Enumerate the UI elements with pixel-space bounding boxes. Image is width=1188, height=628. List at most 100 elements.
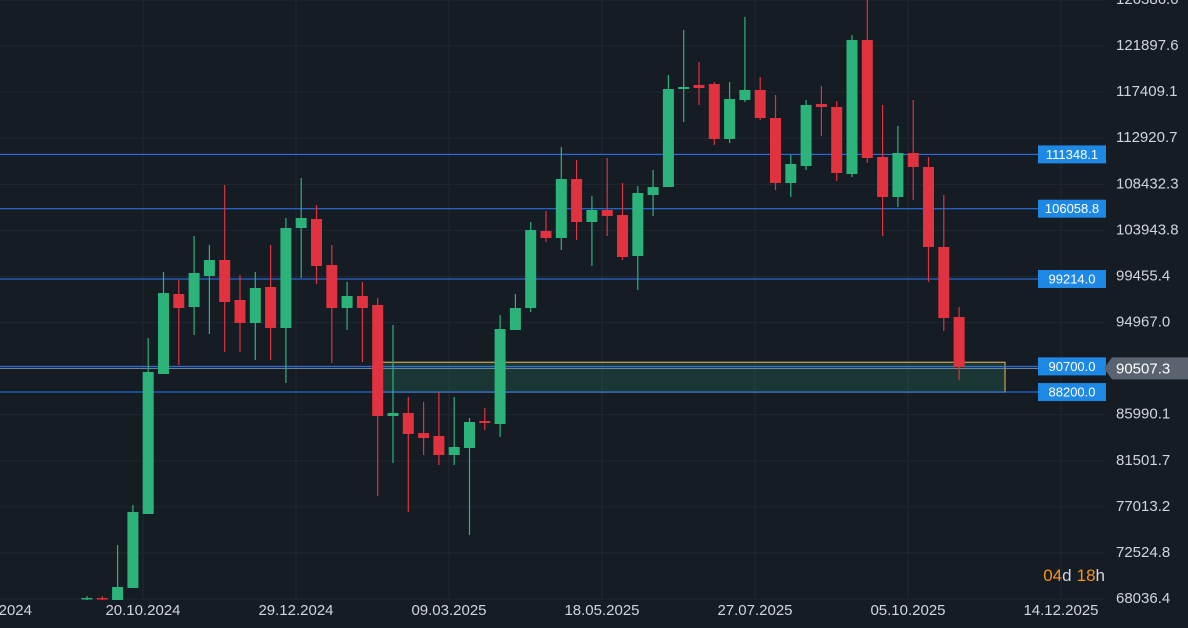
x-tick-label: 29.12.2024 — [258, 602, 333, 619]
candle-body — [112, 587, 124, 600]
candle-body — [525, 230, 537, 308]
candle-body — [479, 420, 491, 423]
candle-body — [448, 447, 460, 455]
candle-body — [846, 40, 858, 175]
candle-body — [249, 287, 261, 323]
y-tick-label: 81501.7 — [1116, 452, 1170, 469]
y-tick-label: 99455.4 — [1116, 267, 1170, 284]
candle-body — [494, 329, 506, 425]
candle-body — [571, 179, 583, 223]
grid — [0, 0, 1105, 600]
y-tick-label: 85990.1 — [1116, 406, 1170, 423]
x-tick-label: 14.12.2025 — [1023, 602, 1098, 619]
candle-body — [158, 292, 169, 375]
candle-body — [785, 164, 797, 183]
level-label: 99214.0 — [1049, 271, 1096, 286]
candle-body — [907, 152, 919, 168]
candle-body — [800, 105, 812, 166]
candle-body — [923, 167, 934, 248]
candle-body — [770, 117, 781, 183]
y-tick-label: 126386.0 — [1116, 0, 1179, 8]
level-label-box — [1038, 357, 1106, 376]
x-tick-label: 2024 — [0, 602, 32, 619]
candle-body — [188, 272, 200, 308]
candle-body — [831, 107, 843, 173]
candle-body — [311, 219, 322, 266]
candle-body — [877, 157, 889, 198]
candle-body — [708, 84, 720, 140]
candle-body — [326, 265, 338, 308]
y-tick-label: 77013.2 — [1116, 498, 1170, 515]
candle-body — [815, 104, 827, 108]
candle-body — [341, 295, 353, 308]
candle-body — [662, 89, 674, 188]
timer-part: 18 — [1077, 566, 1096, 585]
candle-body — [938, 247, 950, 318]
candle-body — [464, 422, 475, 448]
level-label: 88200.0 — [1049, 384, 1096, 399]
y-tick-label: 68036.4 — [1116, 590, 1170, 607]
level-label: 111348.1 — [1046, 147, 1098, 162]
candle-body — [647, 187, 659, 195]
level-label: 90700.0 — [1049, 359, 1096, 374]
candle-body — [219, 260, 231, 303]
candle-body — [81, 597, 93, 600]
last-price-box — [1104, 357, 1188, 380]
x-tick-label: 20.10.2024 — [105, 602, 180, 619]
candle-body — [142, 372, 154, 515]
candle-body — [632, 192, 644, 256]
y-tick-label: 117409.1 — [1116, 83, 1177, 100]
candle-body — [387, 412, 399, 416]
timer-part: d — [1062, 566, 1071, 585]
levels — [0, 153, 1105, 393]
x-tick-label: 18.05.2025 — [564, 602, 639, 619]
candle-body — [173, 294, 185, 308]
level-label-box — [1038, 199, 1106, 218]
candle-body — [586, 210, 598, 223]
timer-part: h — [1096, 566, 1105, 585]
candle-body — [265, 287, 277, 328]
candle-body — [295, 217, 307, 228]
y-tick-label: 108432.3 — [1116, 175, 1179, 192]
timer-part: 04 — [1043, 566, 1062, 585]
candle-body — [555, 179, 567, 238]
y-tick-label: 94967.0 — [1116, 314, 1170, 331]
level-label-box — [1038, 269, 1106, 288]
candle-body — [892, 152, 904, 198]
candle-body — [280, 227, 292, 328]
candle-body — [540, 230, 552, 238]
candle-body — [739, 90, 751, 100]
candle-body — [96, 597, 108, 600]
candles — [81, 0, 965, 600]
level-label-box — [1038, 145, 1106, 164]
candle-body — [433, 435, 445, 455]
candle-body — [601, 210, 613, 216]
candle-body — [402, 412, 414, 435]
level-label: 106058.8 — [1045, 201, 1099, 216]
candle-body — [509, 307, 521, 330]
candle-body — [203, 260, 215, 276]
candle-body — [372, 305, 384, 416]
candle-body — [356, 295, 368, 308]
x-tick-label: 09.03.2025 — [411, 602, 486, 619]
candle-body — [693, 85, 705, 88]
x-tick-label: 05.10.2025 — [870, 602, 945, 619]
y-tick-label: 121897.6 — [1116, 37, 1179, 54]
y-tick-label: 112920.7 — [1116, 129, 1177, 146]
candle-body — [754, 90, 766, 118]
candle-body — [724, 99, 736, 140]
level-label-box — [1038, 383, 1106, 402]
x-tick-label: 27.07.2025 — [717, 602, 792, 619]
y-tick-label: 103943.8 — [1116, 221, 1179, 238]
y-tick-label: 72524.8 — [1116, 544, 1170, 561]
last-price-label: 90507.3 — [1116, 360, 1170, 377]
timer: 04d 18h — [1043, 566, 1105, 585]
candle-body — [617, 215, 628, 258]
candle-body — [127, 512, 139, 588]
candle-body — [861, 40, 873, 158]
candle-body — [953, 317, 965, 368]
candle-body — [234, 300, 246, 323]
